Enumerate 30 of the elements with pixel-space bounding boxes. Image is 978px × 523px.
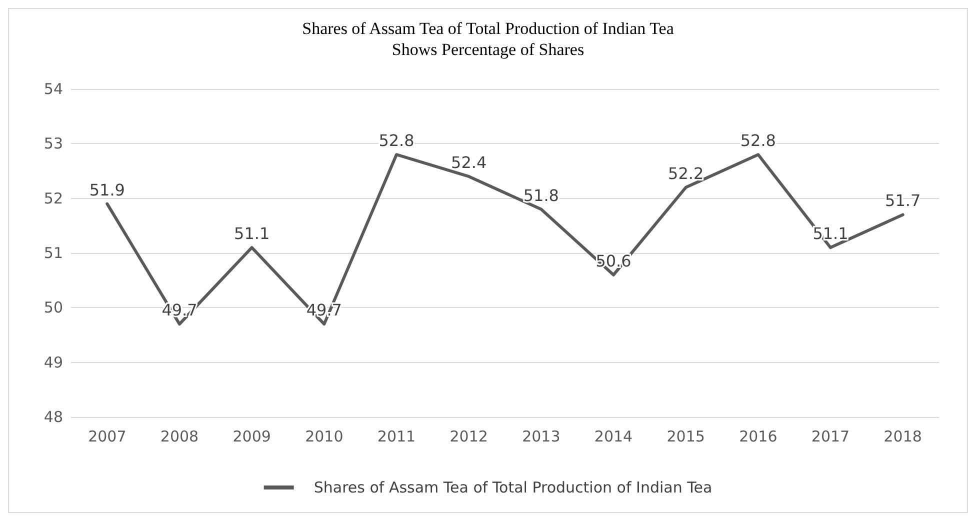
data-label: 51.7 [885,191,921,210]
x-tick-label: 2014 [594,428,633,446]
x-tick-label: 2009 [232,428,271,446]
data-label: 52.2 [668,164,704,183]
chart-title: Shares of Assam Tea of Total Production of Indian Tea [302,19,674,38]
y-tick-label: 49 [44,353,63,372]
y-tick-label: 52 [44,189,63,208]
x-tick-label: 2008 [160,428,199,446]
legend-label: Shares of Assam Tea of Total Production of Indian Tea [314,478,712,496]
y-tick-label: 51 [44,244,63,262]
x-tick-label: 2012 [450,428,488,446]
x-tick-label: 2016 [739,428,778,446]
y-tick-label: 50 [44,298,63,317]
y-tick-label: 53 [44,134,63,153]
data-label: 52.8 [740,131,776,150]
data-label: 51.8 [523,186,559,205]
x-tick-label: 2011 [377,428,416,446]
data-label: 51.9 [89,180,125,200]
y-tick-label: 54 [44,80,63,98]
x-tick-label: 2007 [88,428,126,446]
x-tick-label: 2010 [305,428,344,446]
data-label: 51.1 [234,224,270,244]
y-tick-label: 48 [44,408,63,426]
data-label: 52.4 [451,152,487,172]
x-tick-label: 2013 [522,428,560,446]
x-tick-label: 2018 [884,428,922,446]
x-tick-label: 2017 [811,428,850,446]
data-label: 52.8 [378,131,414,150]
x-tick-label: 2015 [666,428,705,446]
chart-subtitle: Shows Percentage of Shares [392,40,584,59]
